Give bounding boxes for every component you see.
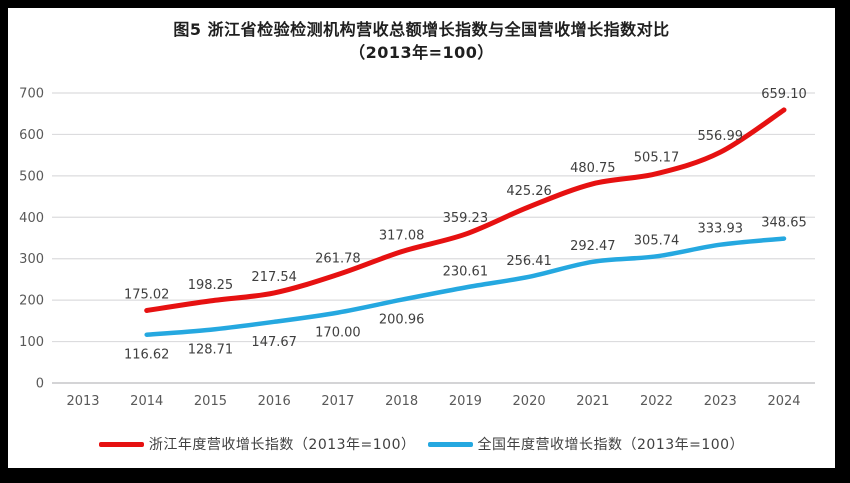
legend-swatch-zhejiang	[98, 441, 144, 447]
chart-title: 图5 浙江省检验检测机构营收总额增长指数与全国营收增长指数对比	[173, 20, 670, 39]
y-tick-label: 200	[19, 294, 44, 309]
data-label: 659.10	[761, 87, 807, 102]
data-label: 230.61	[443, 264, 489, 279]
chart-subtitle: （2013年=100）	[349, 43, 494, 62]
data-label: 261.78	[315, 252, 361, 267]
y-tick-label: 300	[19, 252, 44, 267]
data-label: 317.08	[379, 229, 425, 244]
data-label: 359.23	[443, 211, 489, 226]
y-tick-label: 400	[19, 211, 44, 226]
data-label: 217.54	[251, 270, 297, 285]
data-label: 480.75	[570, 161, 616, 176]
data-label: 256.41	[506, 254, 552, 269]
x-tick-label: 2013	[66, 394, 99, 409]
x-tick-label: 2019	[449, 394, 482, 409]
x-tick-label: 2017	[321, 394, 354, 409]
data-label: 425.26	[506, 184, 552, 199]
legend-swatch-national	[427, 441, 473, 447]
data-label: 505.17	[634, 151, 680, 166]
data-label: 116.62	[124, 348, 170, 363]
x-tick-label: 2024	[767, 394, 800, 409]
data-label: 147.67	[251, 335, 297, 350]
legend: 浙江年度营收增长指数（2013年=100） 全国年度营收增长指数（2013年=1…	[8, 434, 835, 454]
x-tick-label: 2016	[258, 394, 291, 409]
data-label: 175.02	[124, 287, 170, 302]
y-tick-label: 500	[19, 169, 44, 184]
x-tick-label: 2020	[513, 394, 546, 409]
x-tick-label: 2015	[194, 394, 227, 409]
data-label: 200.96	[379, 313, 425, 328]
legend-item-zhejiang[interactable]: 浙江年度营收增长指数（2013年=100）	[98, 434, 416, 454]
y-tick-label: 100	[19, 335, 44, 350]
data-label: 305.74	[634, 233, 680, 248]
series-line-0	[144, 107, 787, 313]
series-line-1	[144, 236, 787, 337]
data-label: 348.65	[761, 216, 807, 231]
data-label: 170.00	[315, 326, 361, 341]
data-label: 198.25	[188, 278, 234, 293]
y-tick-label: 0	[36, 377, 44, 392]
y-tick-label: 600	[19, 128, 44, 143]
x-tick-label: 2018	[385, 394, 418, 409]
x-tick-label: 2021	[576, 394, 609, 409]
legend-item-national[interactable]: 全国年度营收增长指数（2013年=100）	[427, 434, 745, 454]
y-tick-label: 700	[19, 87, 44, 102]
data-label: 333.93	[698, 222, 744, 237]
chart-canvas: 图5 浙江省检验检测机构营收总额增长指数与全国营收增长指数对比 （2013年=1…	[8, 8, 835, 468]
legend-label-zhejiang: 浙江年度营收增长指数（2013年=100）	[148, 437, 416, 453]
x-tick-label: 2023	[704, 394, 737, 409]
legend-label-national: 全国年度营收增长指数（2013年=100）	[477, 437, 745, 453]
data-label: 128.71	[188, 343, 234, 358]
data-label: 556.99	[698, 129, 744, 144]
plot-area: 0 100 200 300 400 500 600 700 2013 2014 2015 2016 20…	[19, 87, 815, 409]
title-block: 图5 浙江省检验检测机构营收总额增长指数与全国营收增长指数对比 （2013年=1…	[8, 18, 835, 64]
x-tick-label: 2014	[130, 394, 163, 409]
x-tick-label: 2022	[640, 394, 673, 409]
data-label: 292.47	[570, 239, 616, 254]
